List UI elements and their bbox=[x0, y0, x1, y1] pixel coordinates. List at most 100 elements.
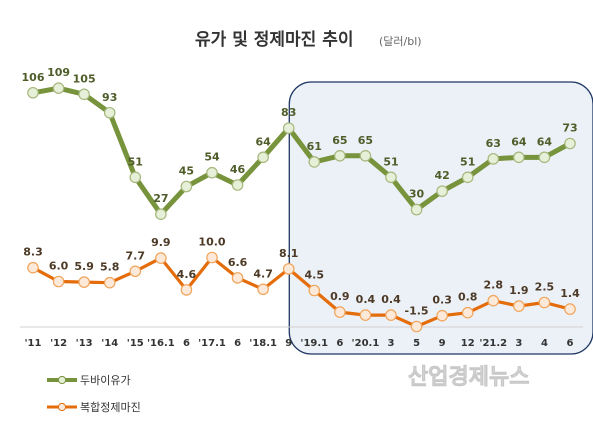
x-axis-ticks: '11 '12 '13 '14 '15'16.1 6 '17.1 6 '18.1 9 '19.1 6 '… bbox=[25, 338, 574, 349]
data-point bbox=[410, 320, 423, 333]
data-point bbox=[206, 251, 218, 264]
data-point bbox=[308, 284, 321, 297]
data-point bbox=[513, 151, 525, 164]
x-tick-label: '16.1 bbox=[147, 338, 175, 349]
data-label: 0.9 bbox=[330, 290, 350, 303]
data-point bbox=[461, 306, 474, 319]
data-label: 1.4 bbox=[560, 287, 580, 300]
data-point bbox=[257, 151, 269, 164]
data-label: 0.4 bbox=[381, 293, 401, 306]
data-point bbox=[359, 149, 372, 162]
x-tick-label: '13 bbox=[76, 338, 93, 349]
data-label: 6.6 bbox=[228, 256, 248, 269]
data-point bbox=[180, 180, 193, 193]
x-tick-label: 6 bbox=[183, 338, 190, 349]
data-point bbox=[538, 151, 551, 164]
chart-unit-text: (달러/bl) bbox=[379, 35, 422, 48]
watermark: 산업경제뉴스 bbox=[408, 365, 529, 390]
data-point bbox=[52, 275, 65, 288]
data-label: 42 bbox=[434, 169, 449, 182]
data-point bbox=[487, 153, 500, 165]
x-tick-label: 9 bbox=[285, 338, 292, 349]
data-point bbox=[513, 300, 525, 312]
chart-title-text: 유가 및 정제마진 추이 bbox=[195, 30, 354, 50]
data-point bbox=[206, 166, 218, 179]
x-tick-label: '11 bbox=[25, 338, 42, 349]
x-tick-label: 6 bbox=[336, 338, 343, 349]
data-point bbox=[436, 185, 448, 197]
data-label: 0.3 bbox=[432, 294, 452, 307]
data-label: 2.5 bbox=[535, 281, 555, 294]
x-tick-label: '17.1 bbox=[198, 338, 226, 349]
data-label: 63 bbox=[486, 137, 501, 150]
chart-title: 유가 및 정제마진 추이 (달러/bl) bbox=[195, 30, 422, 50]
data-point bbox=[78, 276, 90, 288]
x-tick-label: 6 bbox=[234, 338, 241, 349]
data-label: 5.9 bbox=[74, 260, 94, 273]
data-point bbox=[334, 149, 346, 162]
data-label: 2.8 bbox=[484, 279, 504, 292]
data-label: 4.6 bbox=[177, 268, 197, 281]
x-tick-label: 6 bbox=[567, 338, 574, 349]
data-label: 4.7 bbox=[253, 267, 273, 280]
data-label: 0.4 bbox=[356, 293, 376, 306]
series-line bbox=[30, 85, 573, 217]
data-label: 83 bbox=[281, 106, 296, 119]
data-point bbox=[129, 265, 142, 278]
data-label: 64 bbox=[255, 135, 271, 148]
data-label: 4.5 bbox=[305, 269, 325, 282]
data-point bbox=[564, 137, 576, 150]
data-point bbox=[487, 294, 500, 307]
legend-item-refining-margin: 복합정제마진 bbox=[47, 401, 141, 414]
data-point bbox=[231, 272, 244, 284]
data-point bbox=[27, 261, 39, 274]
series-layer: 106 109 105 93 51 27 45 54 46 64 83 61 65 65 51 30 42 51 6… bbox=[22, 66, 580, 333]
legend-label: 복합정제마진 bbox=[80, 401, 141, 414]
data-point bbox=[282, 122, 295, 134]
data-point bbox=[231, 179, 244, 191]
data-point bbox=[334, 306, 346, 318]
data-point bbox=[103, 276, 116, 289]
data-point bbox=[538, 296, 551, 309]
data-label: 10.0 bbox=[198, 236, 225, 249]
data-point bbox=[155, 252, 167, 264]
data-point bbox=[155, 208, 167, 221]
data-label: 54 bbox=[204, 151, 220, 164]
data-point bbox=[282, 263, 295, 275]
data-point bbox=[436, 309, 448, 322]
series-dubai-oil: 106 109 105 93 51 27 45 54 46 64 83 61 65 65 51 30 42 51 6… bbox=[22, 66, 578, 221]
data-label: 8.3 bbox=[23, 246, 43, 259]
data-label: 45 bbox=[179, 165, 194, 178]
data-label: 51 bbox=[383, 155, 398, 168]
data-point bbox=[410, 203, 423, 216]
x-tick-label: 12 bbox=[461, 338, 475, 349]
x-tick-label: 5 bbox=[413, 338, 420, 349]
data-point bbox=[52, 82, 65, 94]
data-point bbox=[129, 171, 142, 184]
data-label: 105 bbox=[73, 72, 96, 85]
data-label: 51 bbox=[128, 155, 143, 168]
data-label: 65 bbox=[332, 134, 347, 147]
data-label: -1.5 bbox=[405, 305, 429, 318]
data-point bbox=[257, 283, 269, 296]
x-tick-label: '14 bbox=[101, 338, 118, 349]
x-tick-label: '18.1 bbox=[249, 338, 277, 349]
data-point bbox=[385, 171, 397, 184]
x-tick-label: '19.1 bbox=[300, 338, 328, 349]
data-label: 6.0 bbox=[49, 260, 69, 273]
data-label: 65 bbox=[358, 134, 373, 147]
data-point bbox=[308, 156, 321, 168]
data-point bbox=[461, 171, 474, 184]
data-label: 64 bbox=[511, 135, 527, 148]
data-point bbox=[103, 106, 116, 119]
x-tick-label: '20.1 bbox=[352, 338, 380, 349]
data-label: 46 bbox=[230, 163, 246, 176]
data-label: 30 bbox=[409, 188, 425, 201]
data-label: 93 bbox=[102, 91, 117, 104]
data-label: 8.1 bbox=[279, 247, 299, 260]
data-label: 109 bbox=[47, 66, 70, 79]
x-tick-label: '12 bbox=[50, 338, 67, 349]
data-label: 64 bbox=[537, 135, 553, 148]
data-label: 5.8 bbox=[100, 261, 120, 274]
